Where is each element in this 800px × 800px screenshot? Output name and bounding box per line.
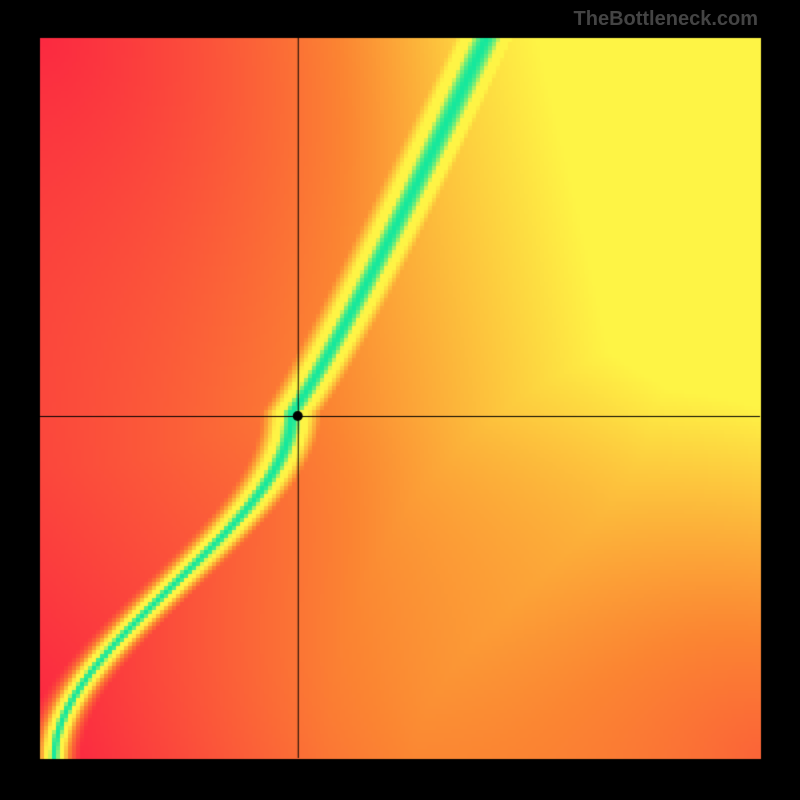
- watermark-text: TheBottleneck.com: [574, 8, 758, 31]
- chart-container: TheBottleneck.com: [0, 0, 800, 800]
- heatmap-canvas: [0, 0, 800, 800]
